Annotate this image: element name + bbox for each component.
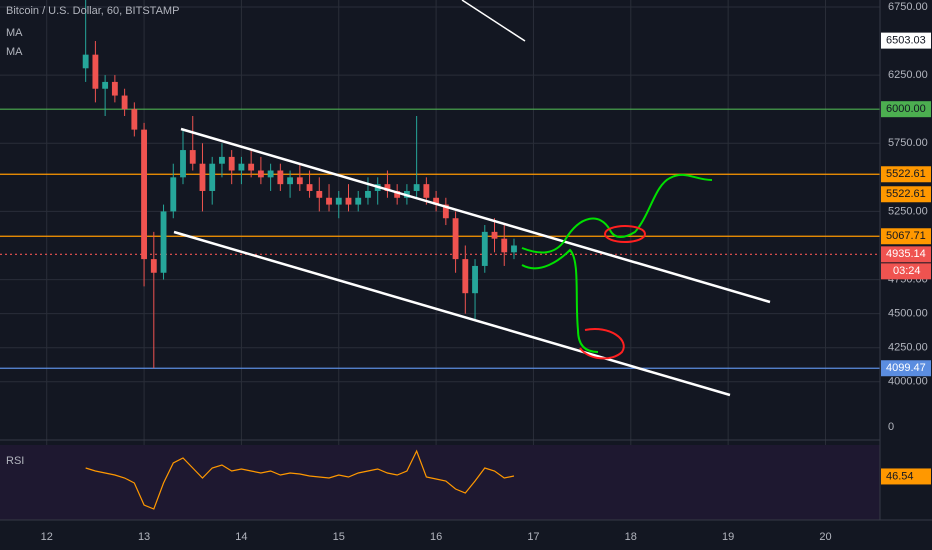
rsi-value-box [881,468,931,485]
price-label-box [881,186,931,203]
x-tick-label: 12 [41,531,53,543]
price-label: 5522.61 [886,168,926,180]
candle-body [384,184,391,191]
candle-body [228,156,235,171]
price-label-box [881,246,931,263]
candle-body [316,190,323,198]
candle-body [189,150,196,164]
y-tick-label: 4250.00 [888,342,928,354]
candle-body [491,231,498,239]
countdown-box [881,263,931,280]
price-label: 5522.61 [886,188,926,200]
price-label: 4935.14 [886,248,926,260]
candle-body [209,163,216,191]
countdown: 03:24 [893,265,921,277]
candle-body [452,218,459,260]
candle-body [326,197,332,205]
indicator-label: MA [6,46,23,58]
price-label-box [881,166,931,183]
candle-body [287,177,294,185]
y-tick-label: 5250.00 [888,205,928,217]
candle-body [160,211,167,273]
candle-body [481,231,488,266]
y-tick-label: 4500.00 [888,308,928,320]
y-tick-label: 5750.00 [888,137,928,149]
price-label-box [881,228,931,245]
channel-line [180,127,771,304]
y-tick-label: 4000.00 [888,376,928,388]
candle-body [355,197,362,205]
channel-line [173,230,731,397]
candle-body [180,150,186,178]
y-tick-label: 0 [888,421,894,433]
candle-body [121,95,128,110]
rsi-value-label: 46.54 [886,470,914,482]
price-label: 4099.47 [886,362,926,374]
candle-body [111,81,118,96]
candle-body [442,204,449,219]
candle-body [102,81,109,89]
drawn-path [521,173,713,254]
candle-body [345,197,352,205]
candle-body [472,265,478,294]
x-tick-label: 15 [333,531,345,543]
candle-body [131,109,138,130]
price-label: 6503.03 [886,35,926,47]
drawn-circle [604,225,646,243]
candle-body [248,163,255,171]
x-tick-label: 19 [722,531,734,543]
candle-body [501,238,508,253]
drawn-path [521,248,599,353]
candle-body [433,197,440,205]
candle-body [170,177,177,212]
candle-body [199,163,206,191]
price-label-box [881,360,931,377]
x-tick-label: 17 [527,531,539,543]
candle-body [306,184,313,191]
candle-body [219,156,225,164]
candle-body [277,170,284,185]
rsi-line [85,449,515,510]
rsi-pane [0,445,880,520]
drawn-circle [579,328,625,360]
axes: 6750.006250.005750.005250.004750.004500.… [41,1,931,543]
candle-body [462,259,469,294]
y-tick-label: 6750.00 [888,1,928,13]
price-label-box [881,101,931,118]
x-tick-label: 14 [235,531,247,543]
candle-body [238,163,245,171]
candle-body [413,184,420,191]
y-tick-label: 6250.00 [888,69,928,81]
x-tick-label: 18 [625,531,637,543]
candle-body [296,177,303,185]
price-label: 5067.71 [886,230,926,242]
candles [82,0,517,510]
moving-average [461,0,526,42]
candle-body [267,170,274,178]
candle-body [335,197,342,205]
candle-body [82,54,89,69]
candle-body [394,190,401,198]
candle-body [511,245,517,253]
symbol-title: Bitcoin / U.S. Dollar, 60, BITSTAMP [6,5,179,17]
candle-body [257,170,264,178]
x-tick-label: 13 [138,531,150,543]
rsi-label: RSI [6,455,24,467]
price-label: 6000.00 [886,103,926,115]
candle-body [92,54,99,89]
x-tick-label: 20 [819,531,831,543]
indicator-label: MA [6,27,23,39]
candle-body [365,190,371,198]
candle-body [423,184,430,198]
x-tick-label: 16 [430,531,442,543]
price-label-box [881,32,931,49]
candle-body [150,259,157,273]
candle-body [141,129,147,260]
